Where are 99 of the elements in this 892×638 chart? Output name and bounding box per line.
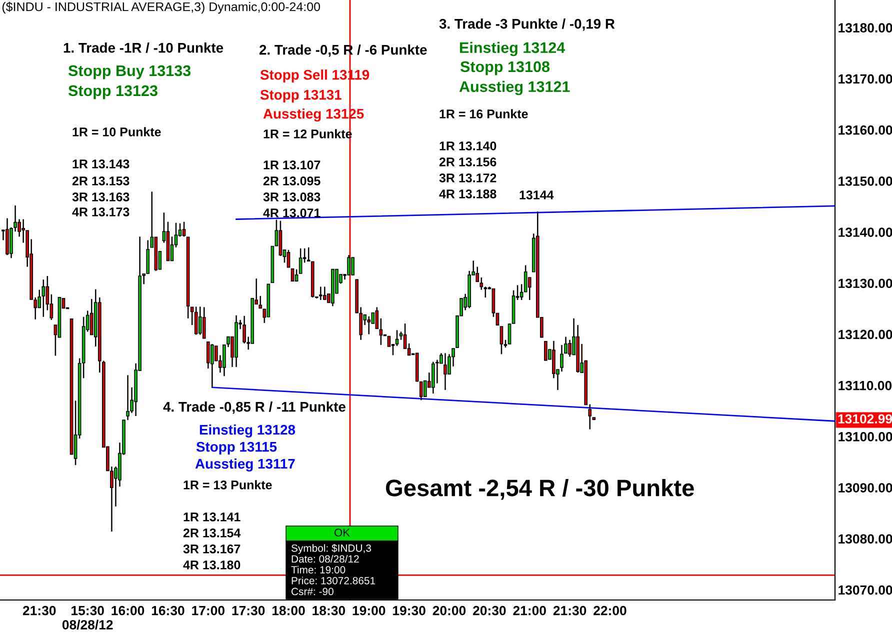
y-tick-label: 13180.00: [838, 23, 892, 33]
candlestick: [500, 326, 504, 355]
annotation: Stopp 13115: [196, 442, 277, 454]
annotation: Einstieg 13128: [200, 424, 296, 438]
chart-title: ($INDU - INDUSTRIAL AVERAGE,3) Dynamic,0:00-24:00: [2, 2, 320, 14]
candlestick: [379, 318, 383, 346]
x-tick-label: 22:00: [594, 606, 626, 616]
candlestick: [182, 221, 186, 238]
candlestick: [258, 295, 262, 309]
annotation: 3R 13.172: [439, 174, 496, 182]
y-tick-label: 13080.00: [838, 534, 892, 544]
x-tick-label: 21:30: [553, 606, 586, 616]
annotation: Symbol: $INDU,3 Date: 08/28/12 Time: 19:00 Price: 13072.8651 Csr#: -90: [291, 544, 376, 596]
candlestick: [419, 381, 423, 401]
candlestick: [444, 352, 447, 391]
annotation: 3R 13.167: [183, 544, 240, 554]
annotation: 2R 13.095: [263, 176, 320, 186]
x-tick-label: 19:00: [352, 606, 386, 616]
annotation: 1R = 13 Punkte: [184, 480, 272, 490]
candlestick: [552, 340, 556, 379]
y-tick-label: 13090.00: [838, 483, 892, 492]
annotation: Stopp Buy 13133: [68, 65, 191, 80]
x-tick-label: 19:30: [393, 606, 426, 616]
x-tick-label: 16:30: [152, 606, 184, 616]
y-tick-label: 13110.00: [838, 380, 892, 390]
y-tick-label: 13070.00: [838, 585, 892, 595]
candlestick: [347, 254, 350, 276]
annotation: 2R 13.154: [183, 528, 241, 538]
annotation: 3. Trade -3 Punkte / -0,19 R: [439, 18, 615, 31]
candlestick: [375, 306, 379, 330]
x-tick-label: 18:00: [272, 606, 305, 616]
annotation: 4R 13.071: [263, 208, 320, 218]
candlestick: [90, 298, 94, 336]
x-tick-label: 18:30: [312, 606, 346, 616]
annotation: Stopp 13131: [260, 90, 342, 102]
annotation: 1R = 10 Punkte: [72, 127, 161, 136]
x-tick-label: 17:30: [232, 606, 265, 616]
candlestick: [367, 316, 371, 335]
candlestick: [395, 330, 399, 347]
candlestick: [298, 248, 302, 274]
annotation: Stopp 13123: [68, 85, 158, 100]
candlestick: [496, 312, 500, 326]
candlestick: [286, 249, 290, 268]
x-tick-label: 20:00: [432, 606, 466, 616]
annotation: 1R 13.141: [184, 512, 240, 522]
annotation: 3R 13.163: [72, 192, 130, 202]
candlestick: [387, 336, 391, 347]
candlestick: [432, 361, 435, 394]
annotation: 1R = 16 Punkte: [440, 109, 528, 118]
annotation: 4. Trade -0,85 R / -11 Punkte: [163, 402, 346, 414]
y-tick-label: 13120.00: [838, 330, 892, 340]
annotation: Stopp 13108: [460, 61, 550, 76]
candlestick: [194, 306, 198, 336]
candlestick: [544, 340, 548, 362]
candlestick: [290, 268, 294, 282]
annotation: Ausstieg 13117: [195, 458, 295, 472]
annotation: Ausstieg 13121: [459, 80, 570, 96]
annotation: 1R 13.107: [264, 160, 320, 170]
candlestick: [480, 276, 484, 290]
candlestick: [351, 257, 354, 276]
candlestick: [294, 268, 298, 282]
candlestick: [222, 344, 226, 377]
candlestick: [588, 404, 592, 430]
y-tick-label: 13170.00: [838, 74, 892, 84]
candlestick: [520, 284, 524, 301]
annotation: 4R 13.188: [439, 190, 496, 198]
x-tick-label: 20:30: [473, 606, 506, 616]
candlestick: [323, 286, 326, 301]
candlestick: [476, 266, 480, 282]
annotation: 13144: [520, 190, 554, 200]
y-tick-label: 13160.00: [838, 125, 892, 135]
x-tick-label: 21:30: [22, 606, 56, 616]
annotation: Gesamt -2,54 R / -30 Punkte: [386, 478, 694, 500]
candlestick: [568, 339, 572, 358]
x-tick-label: 21:00: [513, 606, 546, 616]
candlestick: [198, 306, 202, 336]
annotation: 1R 13.143: [72, 160, 130, 168]
annotation: 2R 13.153: [72, 176, 130, 186]
candlestick: [190, 306, 194, 326]
x-tick-label: 17:00: [192, 606, 224, 616]
annotation: 4R 13.173: [72, 208, 130, 216]
candlestick: [42, 278, 46, 318]
y-tick-label: 13130.00: [838, 278, 892, 288]
annotation: 4R 13.180: [183, 560, 240, 570]
candlestick: [560, 344, 564, 372]
x-tick-label: 15:30 08/28/12: [62, 606, 113, 630]
y-tick-label: 13150.00: [838, 176, 892, 186]
candlestick: [202, 306, 206, 339]
annotation: 1. Trade -1R / -10 Punkte: [64, 42, 224, 53]
y-tick-label: 13140.00: [838, 228, 892, 237]
annotation: Einstieg 13124: [460, 42, 566, 56]
annotation: OK: [334, 528, 350, 536]
annotation: 2R 13.156: [439, 158, 496, 166]
text: 13102.99: [838, 414, 892, 424]
annotation: 1R 13.140: [440, 142, 496, 150]
annotation: 3R 13.083: [263, 192, 320, 202]
y-tick-label: 13100.00: [838, 432, 892, 442]
candlestick: [210, 343, 214, 388]
x-tick-label: 16:00: [112, 606, 144, 616]
